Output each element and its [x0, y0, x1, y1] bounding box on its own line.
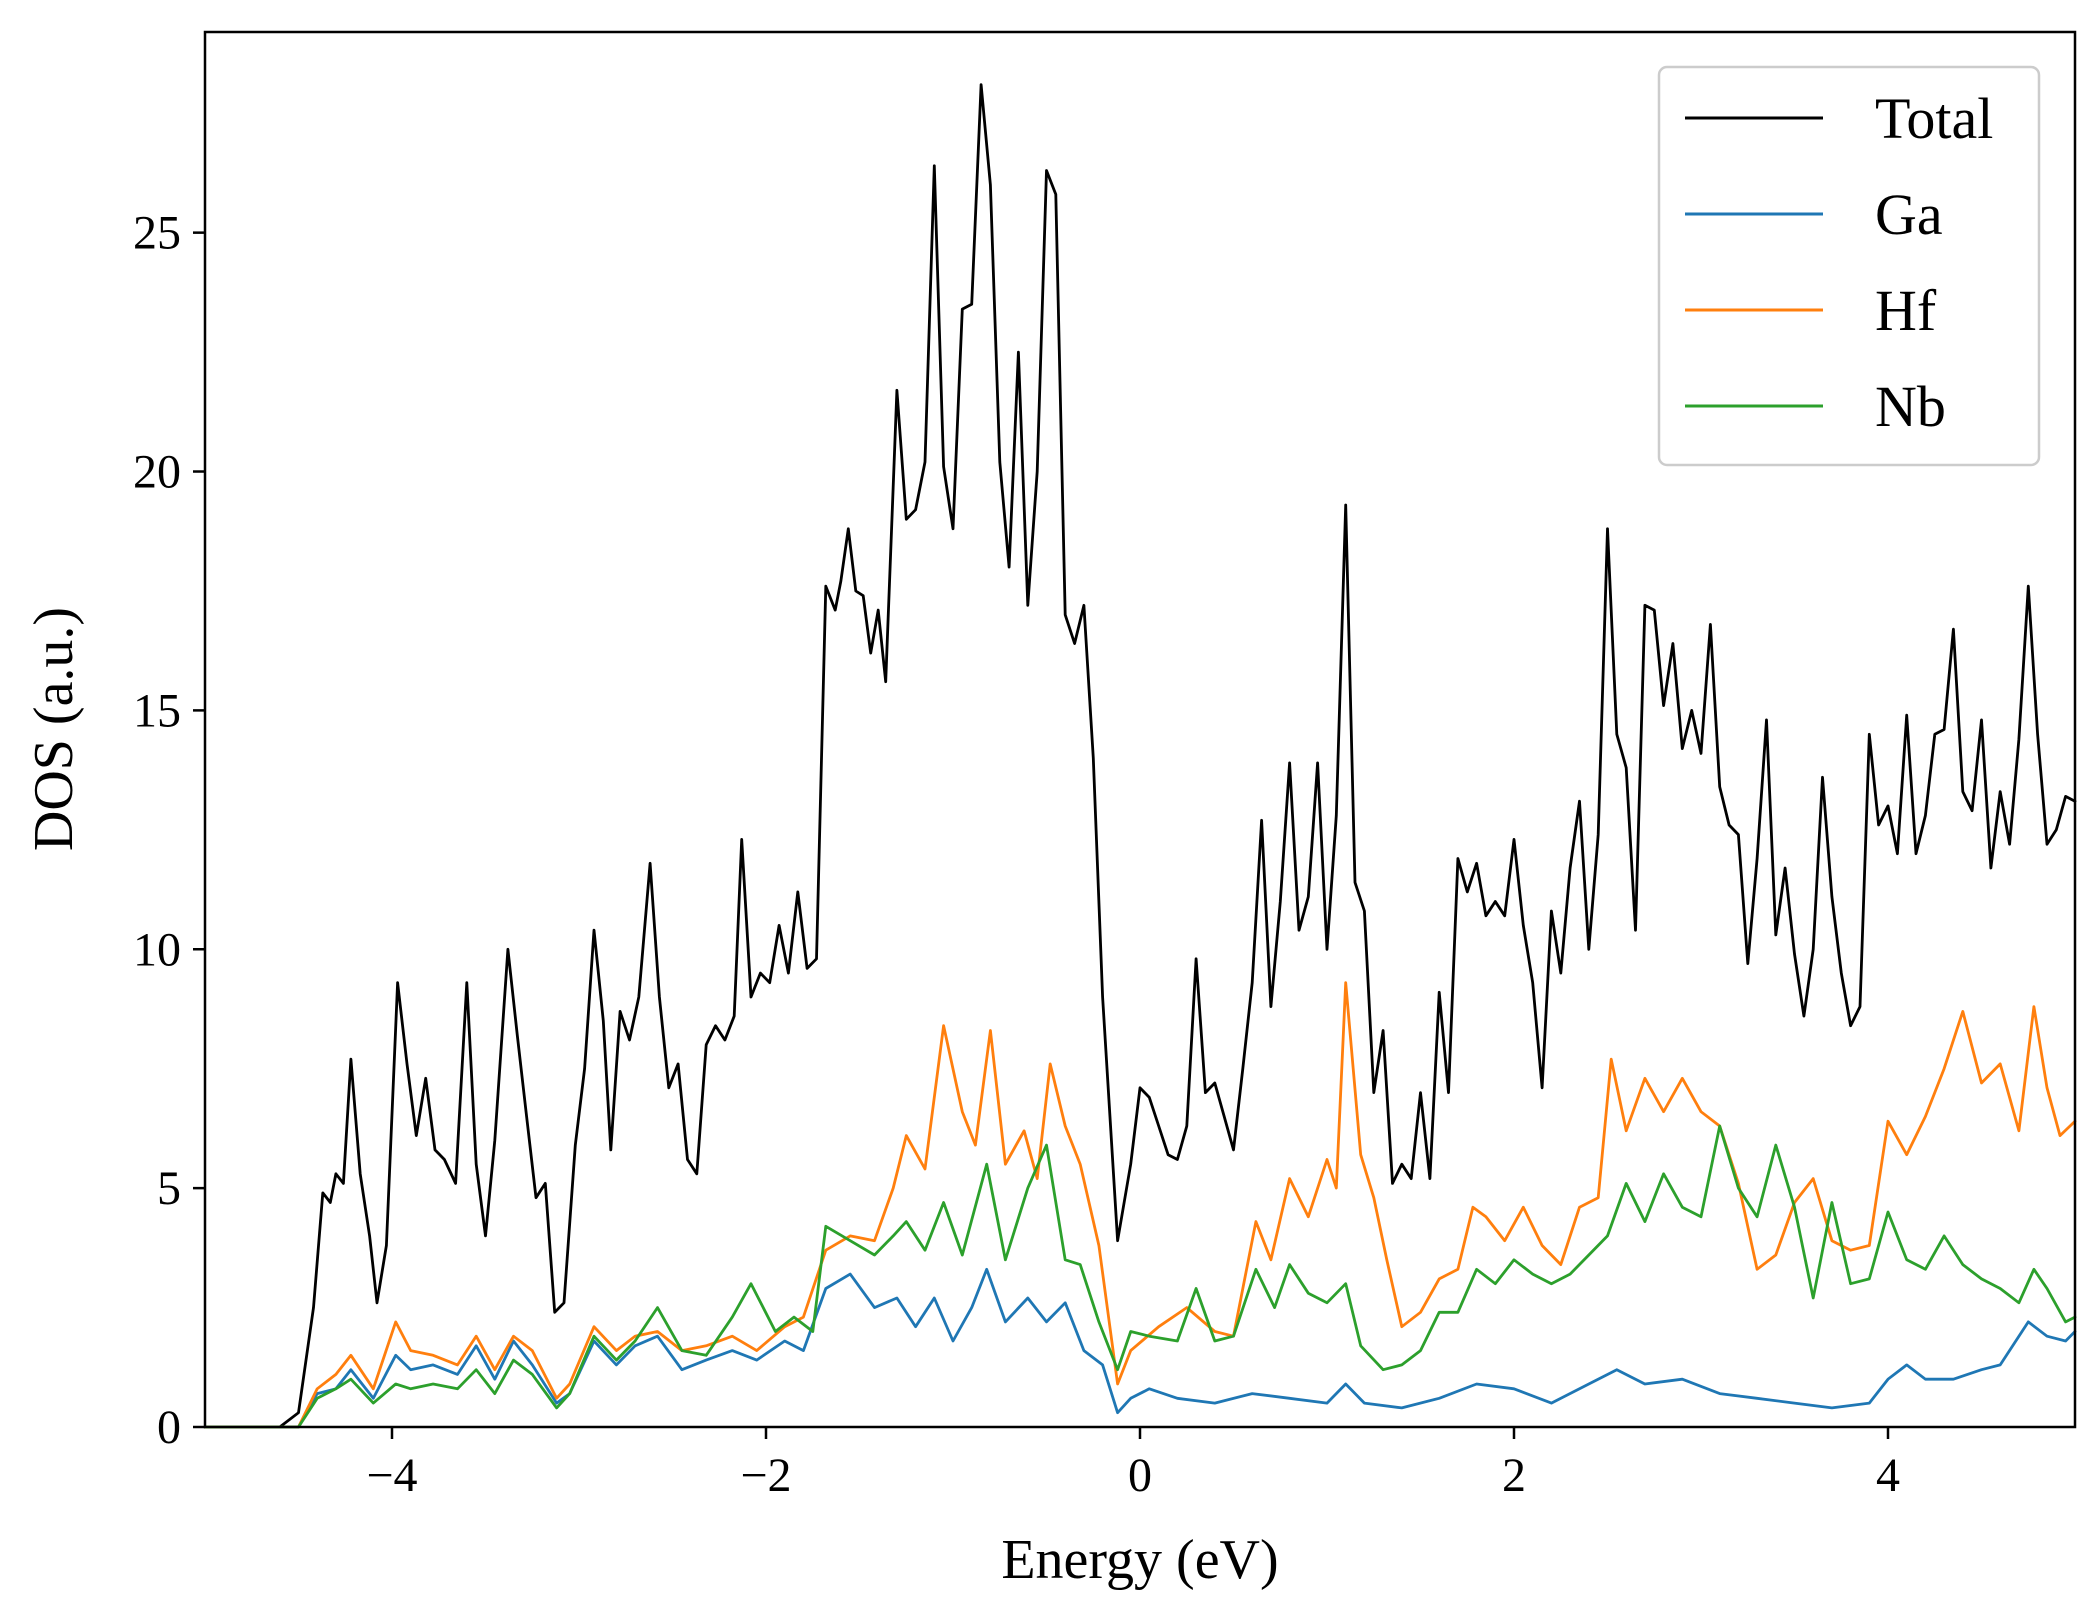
x-tick-label: 4	[1876, 1449, 1900, 1502]
x-axis-label: Energy (eV)	[1001, 1529, 1278, 1591]
legend-label-nb: Nb	[1875, 374, 1946, 439]
legend-label-ga: Ga	[1875, 182, 1943, 247]
series-line-nb	[203, 1124, 2077, 1429]
y-tick-label: 5	[157, 1162, 181, 1215]
legend-box	[1657, 65, 2041, 467]
y-axis-label: DOS (a.u.)	[23, 607, 85, 851]
series-layer	[203, 83, 2077, 1429]
legend-items: Total Ga Hf Nb	[1685, 86, 1993, 439]
series-line-hf	[203, 981, 2077, 1429]
x-axis-ticks: −4 −2 0 2 4	[366, 1427, 1900, 1502]
x-tick-label: −2	[740, 1449, 791, 1502]
y-tick-label: 0	[157, 1401, 181, 1454]
y-axis-ticks: 0 5 10 15 20 25	[133, 207, 205, 1454]
y-tick-label: 15	[133, 684, 181, 737]
x-tick-label: 0	[1128, 1449, 1152, 1502]
series-line-total	[203, 83, 2077, 1429]
legend-label-total: Total	[1875, 86, 1993, 151]
legend-label-hf: Hf	[1875, 278, 1937, 343]
y-tick-label: 10	[133, 923, 181, 976]
x-tick-label: 2	[1502, 1449, 1526, 1502]
legend: Total Ga Hf Nb	[1657, 65, 2041, 467]
y-tick-label: 25	[133, 207, 181, 260]
x-tick-label: −4	[366, 1449, 417, 1502]
y-tick-label: 20	[133, 446, 181, 499]
series-line-ga	[203, 1267, 2077, 1429]
